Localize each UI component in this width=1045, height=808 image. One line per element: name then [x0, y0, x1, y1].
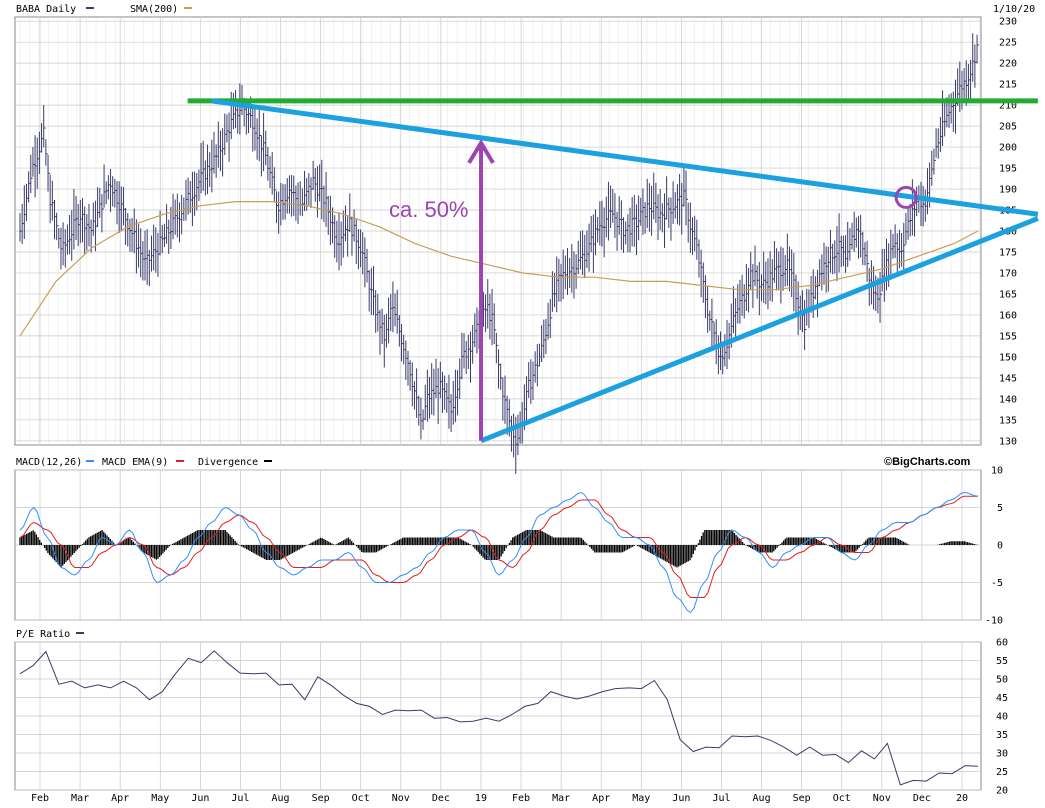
- x-tick-label: Mar: [71, 793, 89, 804]
- brand-label: ©BigCharts.com: [884, 456, 971, 468]
- x-tick-label: Sep: [312, 793, 330, 804]
- pe-series: [19, 650, 979, 786]
- x-tick-label: Jul: [231, 793, 249, 804]
- x-axis: Feb Mar Apr May Jun Jul Aug Sep Oct Nov Dec 19 Feb Ma…: [31, 793, 968, 804]
- price-axis: 1301351401451501551601651701751801851901…: [15, 17, 1017, 447]
- pe-tick-label: 25: [996, 767, 1008, 778]
- pe-tick-label: 20: [996, 786, 1008, 797]
- pe-tick-label: 45: [996, 693, 1008, 704]
- rise-annotation-text: ca. 50%: [389, 197, 469, 222]
- x-tick-label: Aug: [271, 793, 289, 804]
- x-tick-label: Feb: [31, 793, 49, 804]
- x-tick-label: Apr: [111, 793, 129, 804]
- x-tick-label: Aug: [753, 793, 771, 804]
- price-tick-label: 190: [999, 185, 1017, 196]
- price-tick-label: 145: [999, 373, 1017, 384]
- sma-label: SMA(200): [130, 4, 178, 15]
- x-tick-label: Jun: [191, 793, 209, 804]
- price-tick-label: 130: [999, 436, 1017, 447]
- price-tick-label: 215: [999, 80, 1017, 91]
- upper-trend-line: [211, 98, 1039, 217]
- x-tick-label: Oct: [352, 793, 370, 804]
- x-tick-label: Oct: [833, 793, 851, 804]
- pe-swatch: [76, 632, 84, 634]
- date-label: 1/10/20: [993, 4, 1035, 15]
- pe-line: [19, 650, 979, 786]
- price-tick-label: 210: [999, 101, 1017, 112]
- pe-tick-label: 50: [996, 675, 1008, 686]
- price-tick-label: 140: [999, 394, 1017, 405]
- ema-label: MACD EMA(9): [102, 457, 168, 468]
- x-tick-label: Jul: [712, 793, 730, 804]
- sma-line: [19, 201, 979, 337]
- x-tick-label: 19: [475, 793, 487, 804]
- pe-tick-label: 35: [996, 730, 1008, 741]
- pe-label: P/E Ratio: [16, 629, 70, 640]
- x-tick-label: Jun: [672, 793, 690, 804]
- x-tick-label: May: [151, 793, 169, 804]
- x-tick-label: Sep: [793, 793, 811, 804]
- ema-line: [19, 495, 978, 598]
- ema-swatch: [176, 460, 184, 462]
- macd-tick-label: 5: [997, 503, 1003, 514]
- x-tick-label: Nov: [392, 793, 410, 804]
- rise-arrow-head: [467, 138, 495, 164]
- symbol-swatch: [86, 7, 94, 9]
- price-tick-label: 175: [999, 247, 1017, 258]
- price-tick-label: 150: [999, 352, 1017, 363]
- price-tick-label: 135: [999, 415, 1017, 426]
- pe-tick-label: 40: [996, 712, 1008, 723]
- macd-tick-label: 10: [991, 466, 1003, 477]
- price-tick-label: 165: [999, 289, 1017, 300]
- macd-swatch: [86, 460, 94, 462]
- x-tick-label: May: [632, 793, 650, 804]
- pe-axis: 60 55 50 45 40 35 30 25 20: [15, 638, 1008, 797]
- macd-label: MACD(12,26): [16, 457, 82, 468]
- macd-series: [19, 491, 979, 614]
- x-tick-label: Feb: [512, 793, 530, 804]
- price-tick-label: 160: [999, 310, 1017, 321]
- x-tick-label: Dec: [913, 793, 931, 804]
- macd-line: [19, 491, 979, 614]
- price-tick-label: 200: [999, 143, 1017, 154]
- macd-tick-label: -10: [985, 616, 1003, 627]
- breakout-circle: [894, 185, 918, 209]
- price-tick-label: 205: [999, 122, 1017, 133]
- price-series: [19, 33, 980, 474]
- macd-tick-label: 0: [997, 541, 1003, 552]
- price-tick-label: 195: [999, 164, 1017, 175]
- price-tick-label: 220: [999, 59, 1017, 70]
- x-tick-label: Mar: [552, 793, 570, 804]
- price-tick-label: 230: [999, 17, 1017, 28]
- price-tick-label: 225: [999, 38, 1017, 49]
- x-tick-label: Apr: [592, 793, 610, 804]
- macd-tick-label: -5: [991, 578, 1003, 589]
- lower-trend-line: [480, 216, 1039, 444]
- annotations: [187, 98, 1039, 444]
- price-tick-label: 155: [999, 331, 1017, 342]
- symbol-label: BABA Daily: [16, 4, 76, 15]
- price-tick-label: 170: [999, 268, 1017, 279]
- pe-tick-label: 30: [996, 749, 1008, 760]
- divergence-label: Divergence: [198, 457, 258, 468]
- divergence-swatch: [264, 460, 272, 462]
- pe-tick-label: 55: [996, 656, 1008, 667]
- sma-swatch: [184, 7, 192, 9]
- x-tick-label: Dec: [432, 793, 450, 804]
- pe-tick-label: 60: [996, 638, 1008, 649]
- x-tick-label: Nov: [873, 793, 891, 804]
- x-tick-label: 20: [956, 793, 968, 804]
